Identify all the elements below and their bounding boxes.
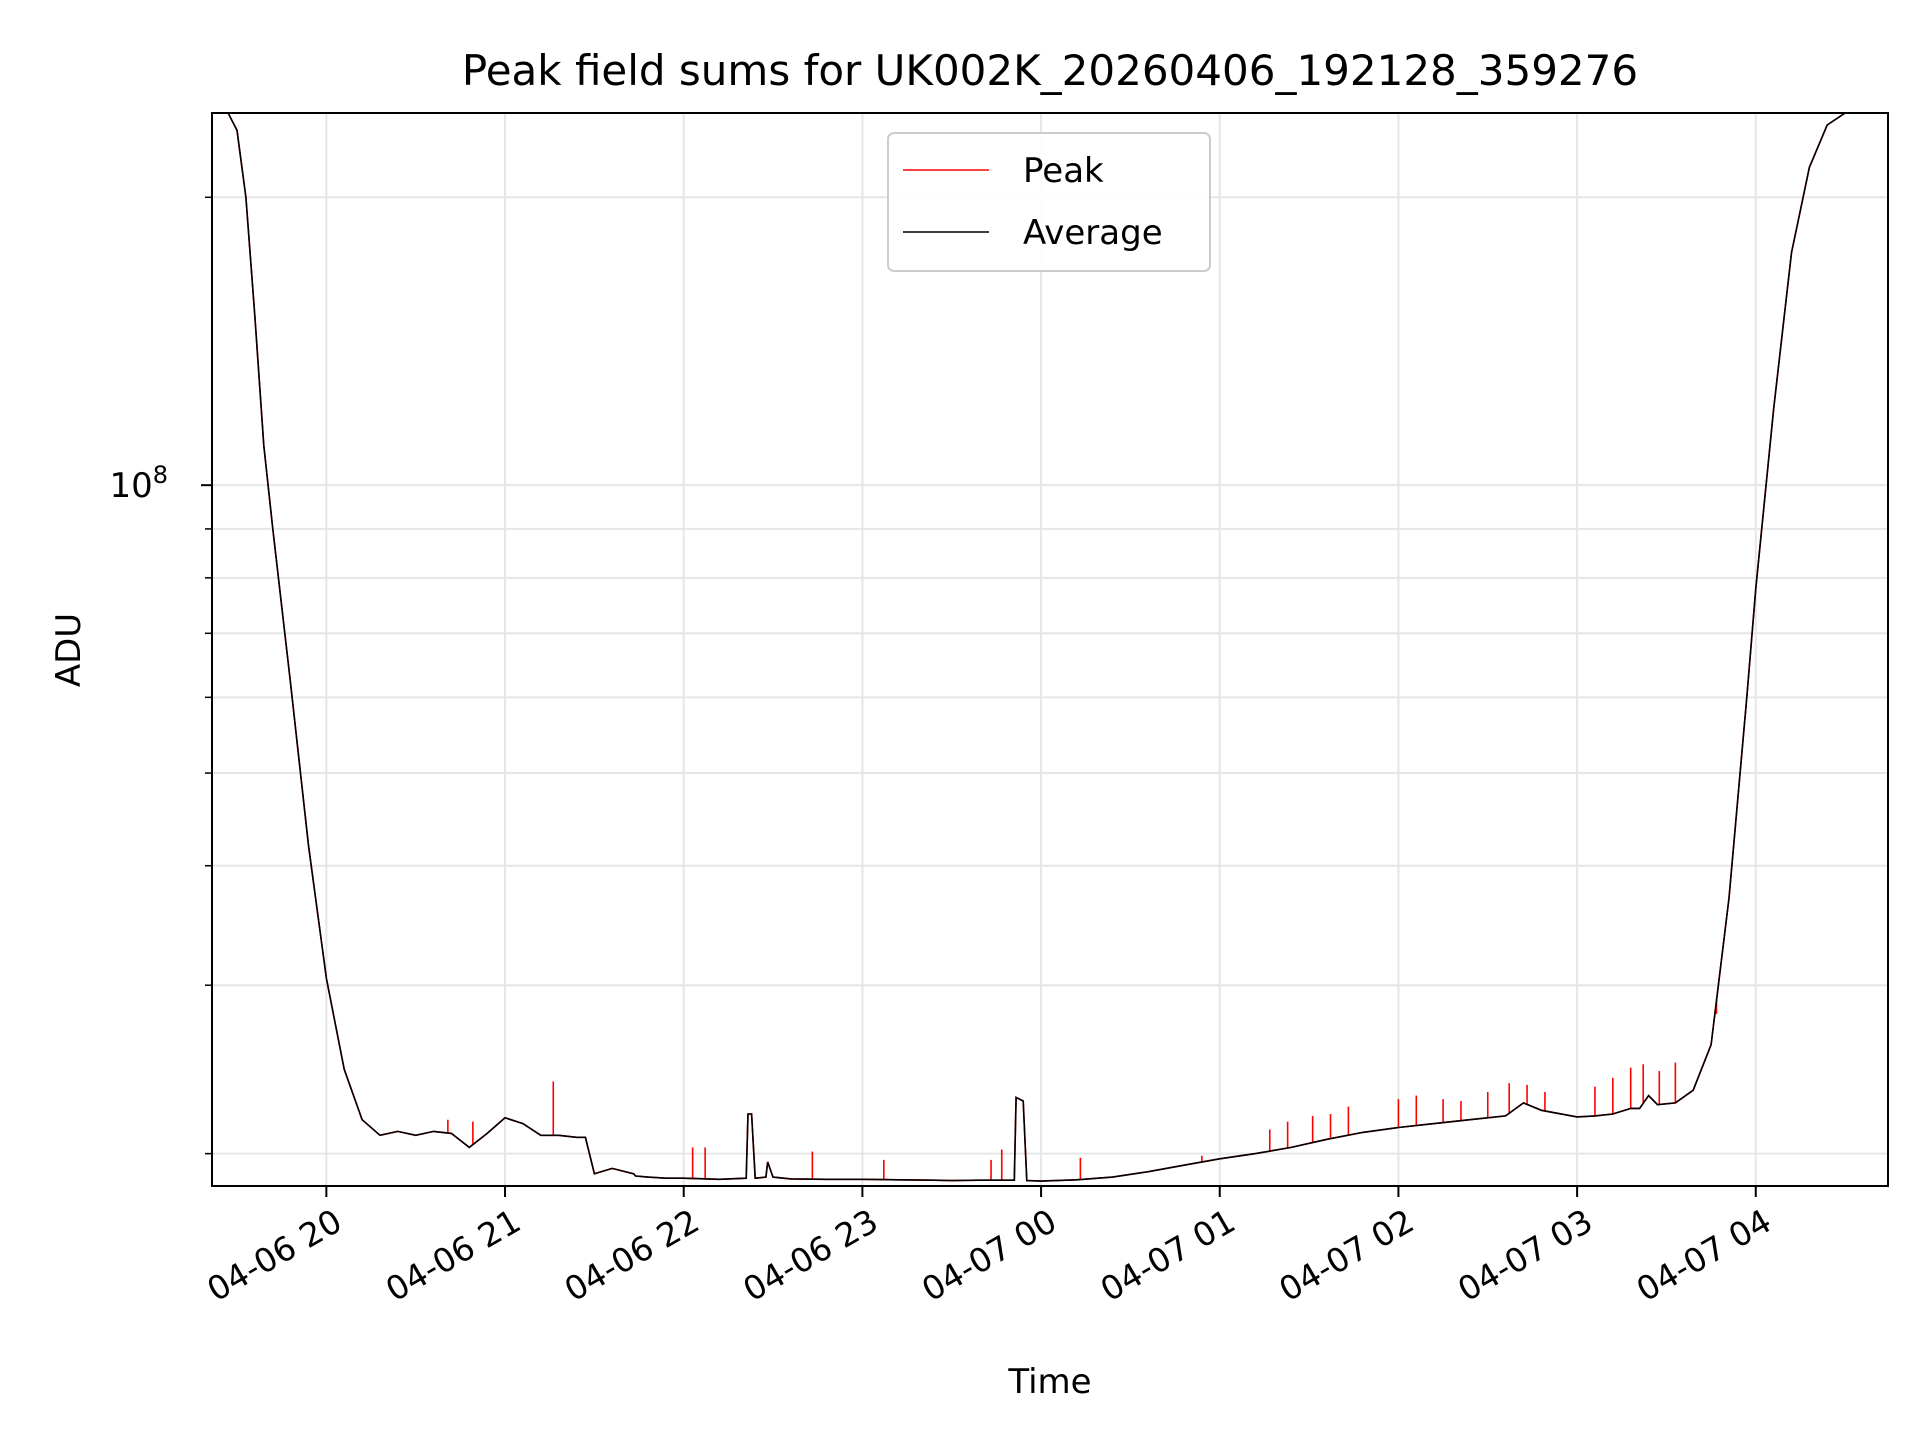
legend-box: [887, 132, 1211, 272]
average-line: [212, 112, 1888, 1182]
x-axis-label: Time: [1007, 1362, 1091, 1402]
y-axis-label: ADU: [49, 613, 89, 687]
plot-series: [212, 112, 1888, 1182]
y-tick-label: 108: [109, 461, 168, 506]
chart-title: Peak field sums for UK002K_20260406_1921…: [462, 46, 1638, 95]
legend: Peak Average: [887, 132, 1211, 272]
plot-area-frame: [211, 112, 1889, 1187]
grid-lines: [212, 113, 1888, 1186]
legend-peak-label: Peak: [1023, 151, 1104, 191]
legend-average-label: Average: [1023, 213, 1163, 253]
